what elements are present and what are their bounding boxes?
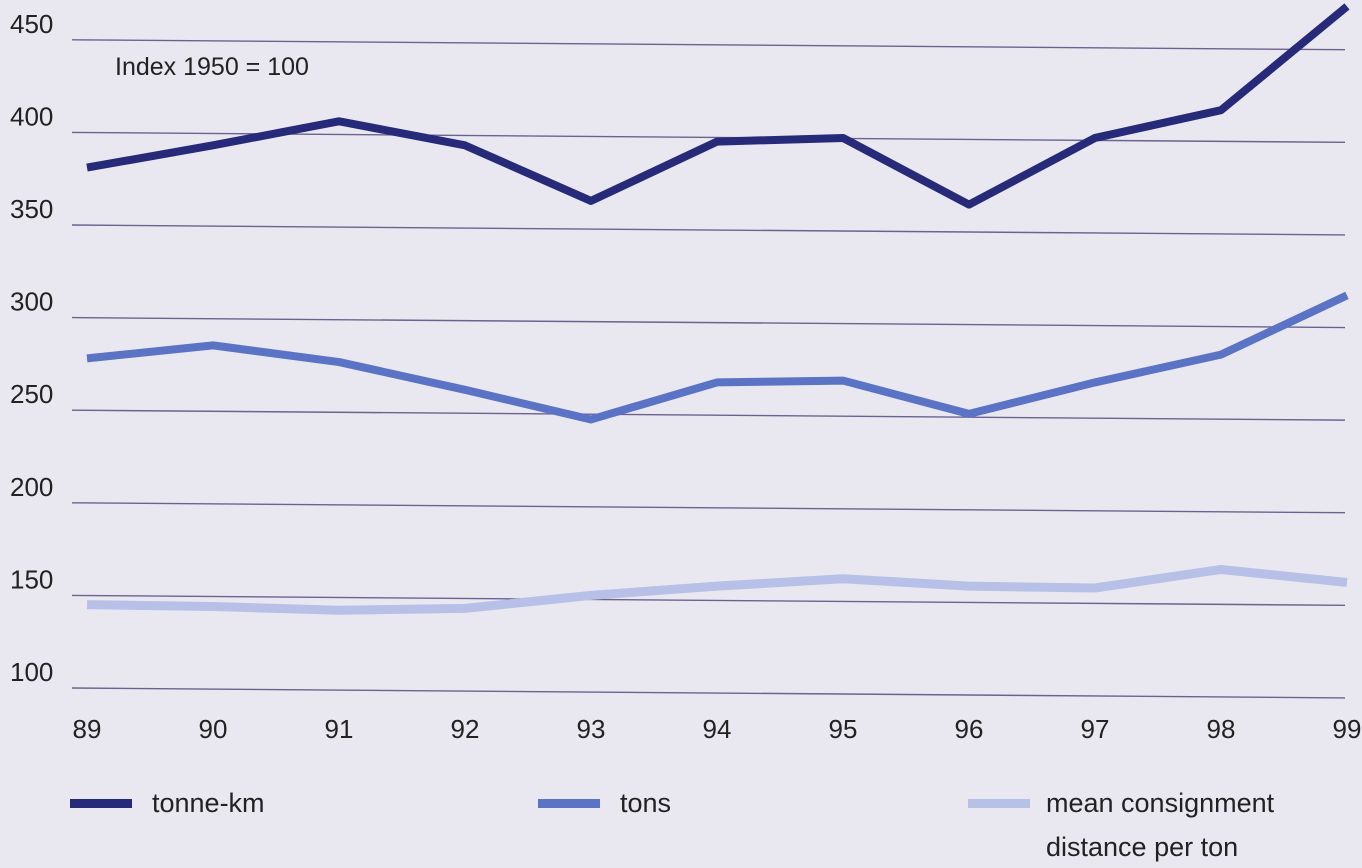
- x-tick-label-99: 99: [1333, 714, 1362, 744]
- x-tick-label-93: 93: [577, 714, 606, 744]
- legend-item-tons: tons: [538, 788, 671, 818]
- x-tick-label-95: 95: [829, 714, 858, 744]
- y-tick-label-300: 300: [10, 287, 53, 317]
- y-axis-tick-labels: 100 150 200 250 300 350 400 450: [10, 9, 53, 687]
- legend-swatch-tons: [538, 799, 600, 808]
- x-tick-label-97: 97: [1081, 714, 1110, 744]
- series-line-mean-consignment-distance-per-ton: [86, 564, 1348, 615]
- gridline-300: [71, 316, 1346, 329]
- gridline-200: [71, 502, 1346, 514]
- x-tick-label-90: 90: [199, 714, 228, 744]
- index-annotation: Index 1950 = 100: [115, 53, 309, 81]
- legend-label-tons: tons: [620, 788, 671, 818]
- x-tick-label-96: 96: [955, 714, 984, 744]
- y-tick-label-400: 400: [10, 101, 53, 131]
- legend-swatch-tonne-km: [70, 799, 132, 808]
- x-axis-tick-labels: 89 90 91 92 93 94 95 96 97 98 99: [73, 714, 1362, 744]
- y-tick-label-450: 450: [10, 9, 53, 39]
- gridline-100: [71, 687, 1346, 699]
- gridline-150: [71, 594, 1346, 607]
- legend-label-mean-consignment-distance-per-ton-line-1: mean consignment: [1046, 788, 1275, 818]
- legend-label-mean-consignment-distance-per-ton-line-2: distance per ton: [1046, 832, 1238, 862]
- legend-item-tonne-km: tonne-km: [70, 788, 265, 818]
- y-tick-label-100: 100: [10, 657, 53, 687]
- legend-swatch-mean-consignment-distance-per-ton: [968, 799, 1030, 808]
- series-line-tons: [86, 291, 1349, 424]
- gridline-350: [71, 224, 1346, 236]
- series-lines: [86, 3, 1350, 615]
- x-tick-label-89: 89: [73, 714, 102, 744]
- y-tick-label-250: 250: [10, 379, 53, 409]
- y-tick-label-150: 150: [10, 564, 53, 594]
- x-tick-label-91: 91: [325, 714, 354, 744]
- y-tick-label-350: 350: [10, 194, 53, 224]
- x-tick-label-98: 98: [1207, 714, 1236, 744]
- y-tick-label-200: 200: [10, 472, 53, 502]
- series-line-tonne-km: [86, 3, 1350, 209]
- legend-item-mean-consignment-distance-per-ton: mean consignment distance per ton: [968, 788, 1275, 862]
- x-tick-label-92: 92: [451, 714, 480, 744]
- gridline-450: [71, 39, 1346, 51]
- x-tick-label-94: 94: [703, 714, 732, 744]
- legend-label-tonne-km: tonne-km: [152, 788, 265, 818]
- gridline-250: [71, 409, 1346, 421]
- legend: tonne-km tons mean consignment distance per…: [70, 788, 1275, 862]
